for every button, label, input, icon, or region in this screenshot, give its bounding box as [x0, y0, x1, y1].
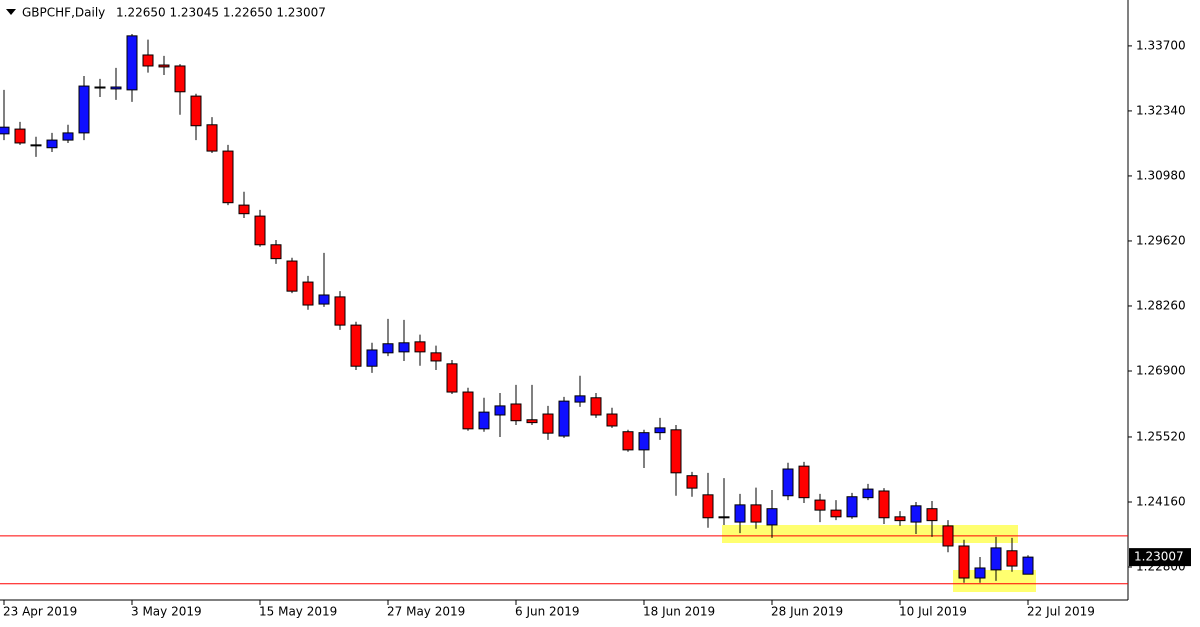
- candle-body: [14, 128, 26, 144]
- candle-body: [910, 505, 922, 523]
- candle-body: [830, 509, 842, 518]
- candle-body: [894, 516, 906, 522]
- highlight-box: [953, 570, 1036, 592]
- candle-body: [718, 516, 730, 519]
- candle-body: [798, 465, 810, 499]
- candle-body: [62, 132, 74, 141]
- highlight-box: [722, 525, 1018, 543]
- candle-body: [574, 395, 586, 403]
- x-tick-label: 15 May 2019: [259, 605, 337, 619]
- y-tick-label: 1.26900: [1136, 363, 1186, 377]
- candle-body: [286, 260, 298, 292]
- candle-body: [862, 488, 874, 499]
- candle-body: [942, 525, 954, 547]
- y-tick-label: 1.25520: [1136, 429, 1186, 443]
- candle-body: [782, 468, 794, 497]
- candle-body: [526, 419, 538, 424]
- candle-body: [478, 411, 490, 430]
- x-tick-label: 18 Jun 2019: [643, 605, 715, 619]
- x-tick-label: 27 May 2019: [387, 605, 465, 619]
- chart-title: GBPCHF,Daily: [22, 6, 105, 20]
- candle-body: [446, 363, 458, 393]
- last-price-label: 1.23007: [1134, 550, 1184, 564]
- last-price-box: [1129, 548, 1191, 567]
- candle-body: [0, 126, 10, 135]
- candle-body: [734, 504, 746, 523]
- candle-body: [238, 204, 250, 215]
- candle-body: [670, 429, 682, 474]
- candle-body: [350, 324, 362, 367]
- x-tick-label: 6 Jun 2019: [515, 605, 580, 619]
- x-tick-label: 23 Apr 2019: [3, 605, 77, 619]
- candle-body: [174, 65, 186, 93]
- candle-body: [318, 294, 330, 305]
- candle-body: [158, 64, 170, 68]
- candle-body: [606, 413, 618, 427]
- x-tick-label: 22 Jul 2019: [1027, 605, 1095, 619]
- candle-body: [366, 349, 378, 367]
- candle-body: [30, 144, 42, 147]
- candle-body: [590, 397, 602, 416]
- candle-body: [926, 508, 938, 522]
- candle-body: [622, 431, 634, 451]
- candle-body: [430, 352, 442, 362]
- y-tick-label: 1.30980: [1136, 168, 1186, 182]
- candle-body: [558, 400, 570, 437]
- candle-body: [462, 391, 474, 430]
- ohlc-header: 1.22650 1.23045 1.22650 1.23007: [116, 6, 326, 20]
- candle-body: [958, 545, 970, 579]
- candle-body: [846, 496, 858, 518]
- candle-body: [974, 567, 986, 579]
- candle-body: [46, 139, 58, 149]
- candle-body: [1022, 556, 1034, 575]
- candle-body: [814, 499, 826, 511]
- candle-body: [766, 508, 778, 526]
- candle-body: [1006, 550, 1018, 567]
- candle-body: [94, 86, 106, 89]
- candle-body: [990, 547, 1002, 571]
- candle-body: [110, 86, 122, 90]
- candle-body: [702, 494, 714, 519]
- candle-body: [638, 432, 650, 451]
- y-tick-label: 1.28260: [1136, 298, 1186, 312]
- y-tick-label: 1.32340: [1136, 103, 1186, 117]
- candle-body: [206, 124, 218, 152]
- candle-body: [142, 54, 154, 67]
- candle-body: [126, 35, 138, 91]
- candle-body: [222, 150, 234, 204]
- x-tick-label: 28 Jun 2019: [771, 605, 843, 619]
- x-tick-label: 10 Jul 2019: [899, 605, 967, 619]
- candle-body: [750, 504, 762, 523]
- candle-body: [878, 490, 890, 519]
- candle-body: [510, 403, 522, 422]
- candle-body: [414, 341, 426, 353]
- candle-body: [270, 244, 282, 260]
- menu-triangle: [6, 9, 16, 15]
- candle-body: [302, 281, 314, 306]
- candle-body: [654, 427, 666, 434]
- candle-body: [494, 405, 506, 416]
- candle-body: [398, 342, 410, 353]
- x-tick-label: 3 May 2019: [131, 605, 202, 619]
- candle-body: [254, 215, 266, 246]
- candle-body: [686, 475, 698, 489]
- candle-body: [542, 413, 554, 434]
- candle-body: [190, 95, 202, 127]
- y-tick-label: 1.33700: [1136, 38, 1186, 52]
- candle-body: [382, 343, 394, 354]
- candle-body: [78, 85, 90, 134]
- y-tick-label: 1.29620: [1136, 233, 1186, 247]
- y-tick-label: 1.24160: [1136, 494, 1186, 508]
- candle-body: [334, 296, 346, 326]
